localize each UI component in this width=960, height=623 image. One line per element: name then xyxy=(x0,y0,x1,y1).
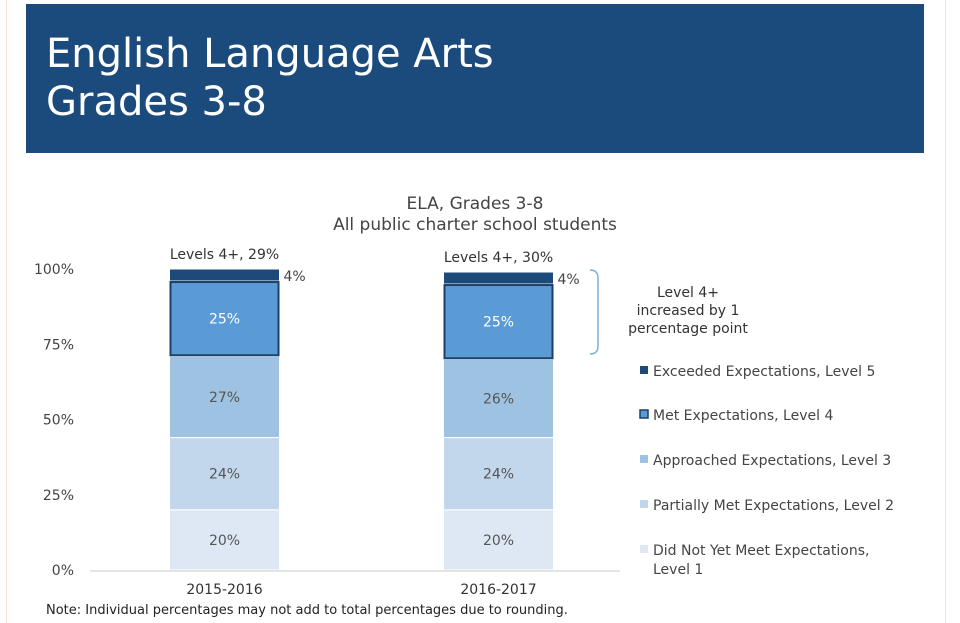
legend-swatch xyxy=(640,500,648,508)
bracket xyxy=(589,269,599,355)
frame-line-right xyxy=(945,0,946,623)
page-title-line-2: Grades 3-8 xyxy=(46,79,267,125)
y-tick-label: 25% xyxy=(43,488,74,504)
data-label: 20% xyxy=(483,533,514,549)
legend: Exceeded Expectations, Level 5 Met Expect… xyxy=(639,364,894,578)
y-tick-label: 75% xyxy=(43,337,74,353)
data-label: 24% xyxy=(483,467,514,483)
data-label: 4% xyxy=(284,269,306,285)
bar-segment xyxy=(169,355,280,439)
bar-segment xyxy=(169,437,280,511)
annotation-text: increased by 1 xyxy=(637,303,740,319)
legend-swatch xyxy=(639,409,649,419)
bar-segment xyxy=(169,280,280,357)
legend-swatch xyxy=(640,366,648,374)
bars: 20% 24% 27% 25% 4% Levels 4+, 29% 20% 24% 26% 25%… xyxy=(169,247,580,571)
legend-label: Did Not Yet Meet Expectations, xyxy=(653,543,869,559)
chart-subtitle: All public charter school students xyxy=(333,215,617,235)
annotation-text: Level 4+ xyxy=(657,285,719,301)
legend-label: Partially Met Expectations, Level 2 xyxy=(653,498,894,514)
legend-label: Exceeded Expectations, Level 5 xyxy=(653,364,875,380)
title-banner: English Language Arts Grades 3-8 xyxy=(26,4,924,153)
x-axis: 2015-2016 2016-2017 xyxy=(90,570,620,598)
annotation-text: percentage point xyxy=(628,321,748,337)
footnote: Note: Individual percentages may not add… xyxy=(46,603,568,618)
data-label: 26% xyxy=(483,391,514,407)
data-label: 27% xyxy=(209,390,240,406)
data-label: 25% xyxy=(483,315,514,331)
bar-segment xyxy=(443,509,554,571)
y-tick-label: 50% xyxy=(43,413,74,429)
bar-segment xyxy=(443,271,554,285)
data-label: 4% xyxy=(558,272,580,288)
legend-label: Met Expectations, Level 4 xyxy=(653,408,833,424)
legend-label: Level 1 xyxy=(653,562,703,578)
bar-segment xyxy=(443,358,554,439)
chart-title: ELA, Grades 3-8 xyxy=(407,194,544,214)
bar-total-label: Levels 4+, 29% xyxy=(170,247,279,263)
x-tick-label: 2015-2016 xyxy=(186,582,262,598)
level4-outline xyxy=(169,281,280,357)
data-label: 25% xyxy=(209,312,240,328)
frame-line-left xyxy=(6,0,7,623)
level4-annotation: Level 4+ increased by 1 percentage point xyxy=(589,269,748,355)
x-tick-label: 2016-2017 xyxy=(460,582,536,598)
data-label: 24% xyxy=(209,467,240,483)
y-axis: 0% 25% 50% 75% 100% xyxy=(34,262,74,579)
legend-label: Approached Expectations, Level 3 xyxy=(653,453,891,469)
bar-segment xyxy=(169,268,280,282)
page-title-line-1: English Language Arts xyxy=(46,31,494,77)
legend-swatch xyxy=(640,455,648,463)
y-tick-label: 0% xyxy=(52,563,74,579)
y-tick-label: 100% xyxy=(34,262,74,278)
level4-outline xyxy=(443,284,554,360)
legend-swatch xyxy=(640,545,648,553)
bar-total-label: Levels 4+, 30% xyxy=(444,250,553,266)
data-label: 20% xyxy=(209,533,240,549)
